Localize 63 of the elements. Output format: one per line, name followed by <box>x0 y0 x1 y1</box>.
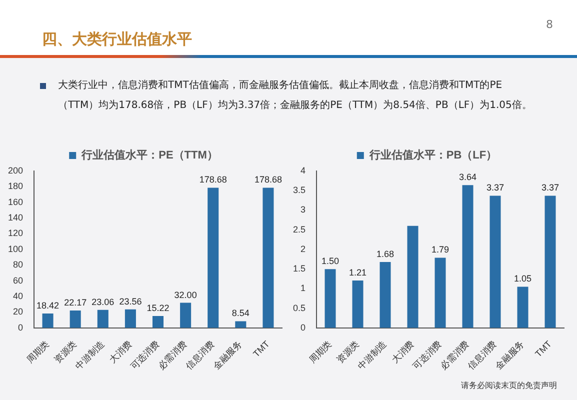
y-tick-label: 3.5 <box>292 185 306 196</box>
y-tick-label: 2 <box>300 244 306 254</box>
bar <box>42 313 54 328</box>
data-label: 1.79 <box>431 244 450 255</box>
text: 请务必阅读末页的免责声明 <box>461 380 557 391</box>
text: 大类行业中，信息消费和TMT估值偏高，而金融服务估值偏低。截止本周收盘，信息消费和TMT的PE（TTM）均为178.68倍，PB（LF）均为3.37倍；金融服务的PE（TTM）为8.54倍、PB（LF）为1.05倍。 <box>58 78 533 113</box>
y-tick-label: 80 <box>13 260 24 270</box>
bar <box>262 188 274 328</box>
y-tick-label: 180 <box>8 181 24 192</box>
bar <box>70 310 81 328</box>
bar <box>97 310 108 328</box>
data-label: 32.00 <box>174 290 197 300</box>
y-tick-label: 100 <box>8 244 24 254</box>
data-label: 1.21 <box>348 267 367 278</box>
bar <box>180 302 192 328</box>
y-tick-label: 2.5 <box>292 224 306 234</box>
data-label: 1.50 <box>321 256 340 266</box>
x-tick-label: 周期类 <box>307 338 334 365</box>
bar <box>124 309 136 328</box>
bar <box>407 226 418 328</box>
data-label: 15.22 <box>146 302 170 313</box>
data-label: 1.68 <box>376 248 394 259</box>
y-tick-label: 4 <box>300 165 306 176</box>
y-tick-label: 1 <box>300 283 306 294</box>
y-tick-label: 200 <box>8 165 24 176</box>
bar <box>462 185 474 328</box>
y-tick-label: 140 <box>8 212 24 223</box>
y-tick-label: 1.5 <box>292 264 306 274</box>
data-label: 8.54 <box>232 308 250 318</box>
legend-label: 行业估值水平：PB（LF） <box>368 148 498 162</box>
text: 8 <box>546 18 553 31</box>
data-label: 3.37 <box>486 182 504 193</box>
data-label: 23.06 <box>92 296 114 307</box>
bar <box>544 196 556 328</box>
x-tick-label: 周期类 <box>24 338 51 365</box>
y-tick-label: 160 <box>8 196 24 207</box>
y-tick-label: 0.5 <box>292 302 306 313</box>
bar <box>517 286 528 328</box>
text: 四、大类行业估值水平 <box>42 30 192 49</box>
bar <box>324 269 336 328</box>
y-tick-label: 3 <box>300 204 306 215</box>
legend-label: 行业估值水平：PE（TTM） <box>80 148 218 162</box>
data-label: 3.64 <box>458 172 477 182</box>
bar <box>490 196 501 328</box>
data-label: 18.42 <box>36 300 60 310</box>
bar <box>235 321 246 328</box>
bar <box>434 258 446 328</box>
bar <box>152 316 164 328</box>
y-tick-label: 60 <box>13 275 24 286</box>
data-label: 1.05 <box>514 274 532 284</box>
y-tick-label: 40 <box>13 291 24 302</box>
y-tick-label: 0 <box>18 322 24 332</box>
y-tick-label: 0 <box>300 322 306 332</box>
data-label: 22.17 <box>64 298 87 308</box>
bar <box>380 262 391 328</box>
y-tick-label: 20 <box>13 306 24 317</box>
data-label: 178.68 <box>254 174 282 185</box>
data-label: 23.56 <box>119 296 142 306</box>
bar <box>352 280 364 328</box>
bar <box>208 188 219 328</box>
data-label: 178.68 <box>199 174 227 185</box>
data-label: 3.37 <box>541 182 560 193</box>
y-tick-label: 120 <box>8 228 24 238</box>
